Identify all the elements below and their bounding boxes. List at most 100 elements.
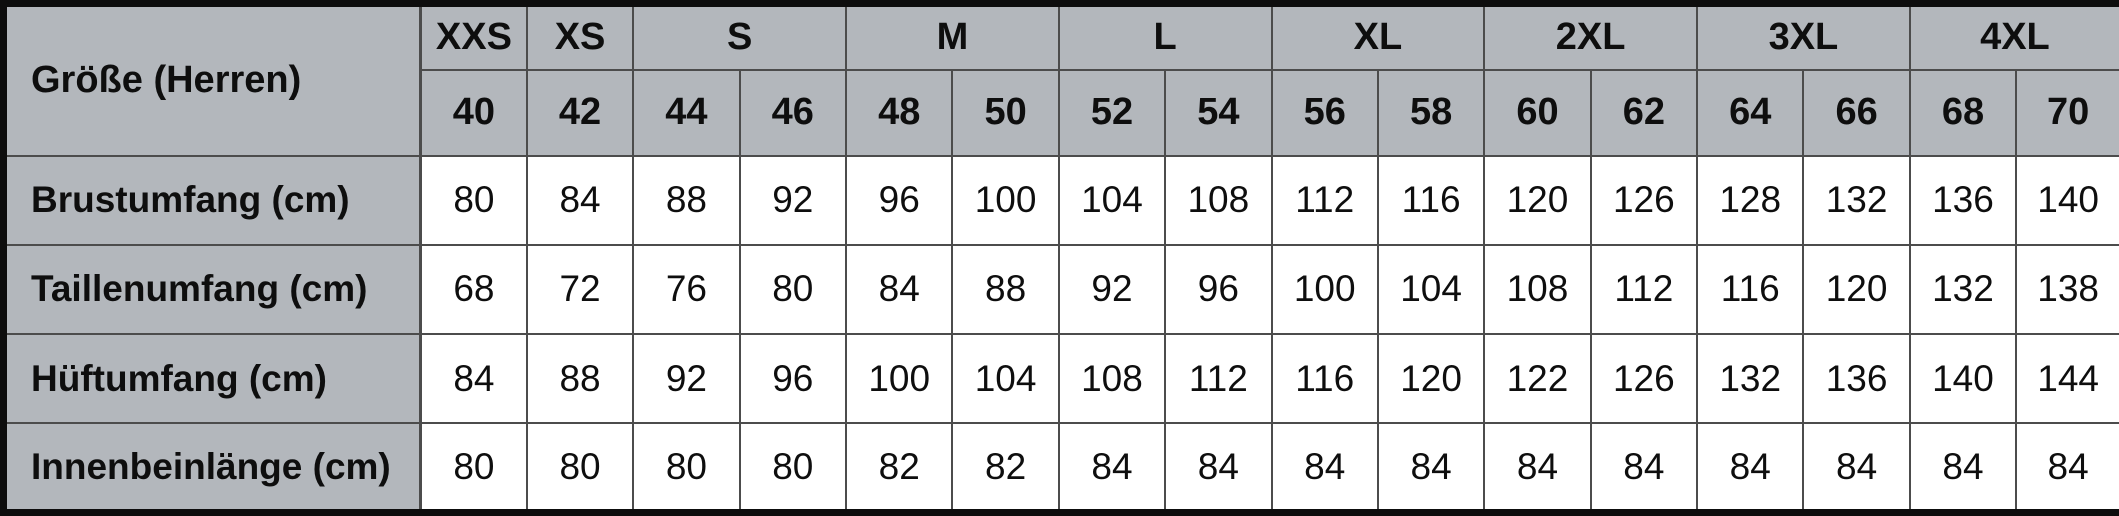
measurement-cell: 84 — [1376, 422, 1486, 514]
measurement-row: Hüftumfang (cm) 84 88 92 96 100 104 108 112 116 12… — [2, 332, 2119, 425]
measurement-cell: 96 — [738, 332, 848, 425]
measurement-cell: 80 — [738, 243, 848, 336]
measurement-cell: 112 — [1270, 154, 1379, 246]
measurement-cell: 140 — [1908, 332, 2018, 425]
measurement-cell: 92 — [632, 332, 741, 425]
measurement-cell: 108 — [1483, 243, 1592, 336]
measurement-cell: 126 — [1589, 154, 1699, 246]
measurement-cell: 120 — [1376, 332, 1486, 425]
row-label: Taillenumfang (cm) — [2, 243, 422, 336]
measurement-cell: 104 — [951, 332, 1060, 425]
numeric-size-66: 66 — [1802, 68, 1911, 157]
numeric-size-row: 40 42 44 46 48 50 52 54 56 58 60 62 64 66 68 70 — [4, 68, 2119, 157]
row-label: Hüftumfang (cm) — [2, 332, 422, 425]
measurement-cell: 84 — [1802, 422, 1911, 514]
size-group-m: M — [845, 2, 1060, 71]
numeric-size-50: 50 — [951, 68, 1060, 157]
corner-header-groesse-herren: Größe (Herren) — [2, 2, 422, 157]
measurement-row: Taillenumfang (cm) 68 72 76 80 84 88 92 96 100 104… — [2, 243, 2119, 336]
measurement-cell: 84 — [1270, 422, 1379, 514]
measurement-row: Brustumfang (cm) 80 84 88 92 96 100 104 108 112 11… — [2, 154, 2119, 246]
row-label: Brustumfang (cm) — [2, 154, 422, 246]
measurement-cell: 100 — [951, 154, 1060, 246]
numeric-size-48: 48 — [845, 68, 954, 157]
measurement-cell: 84 — [845, 243, 954, 336]
measurement-cell: 84 — [1057, 422, 1167, 514]
numeric-size-62: 62 — [1589, 68, 1699, 157]
numeric-size-60: 60 — [1483, 68, 1592, 157]
measurement-cell: 84 — [1589, 422, 1699, 514]
numeric-size-64: 64 — [1696, 68, 1805, 157]
measurement-cell: 136 — [1908, 154, 2018, 246]
numeric-size-58: 58 — [1376, 68, 1486, 157]
measurement-cell: 96 — [1164, 243, 1273, 336]
measurement-cell: 84 — [1164, 422, 1273, 514]
size-group-row: Größe (Herren) XXS XS S M L XL 2XL 3XL 4XL — [2, 2, 2119, 157]
measurement-cell: 96 — [845, 154, 954, 246]
size-table-body: Brustumfang (cm) 80 84 88 92 96 100 104 108 112 11… — [2, 154, 2119, 514]
size-group-l: L — [1057, 2, 1273, 71]
size-group-4xl: 4XL — [1908, 2, 2119, 71]
measurement-cell: 80 — [419, 154, 528, 246]
measurement-cell: 120 — [1802, 243, 1911, 336]
measurement-cell: 80 — [525, 422, 635, 514]
numeric-size-54: 54 — [1164, 68, 1273, 157]
measurement-cell: 136 — [1802, 332, 1911, 425]
measurement-cell: 132 — [1802, 154, 1911, 246]
measurement-cell: 84 — [525, 154, 635, 246]
measurement-cell: 132 — [1696, 332, 1805, 425]
size-group-2xl: 2XL — [1483, 2, 1699, 71]
measurement-cell: 104 — [1057, 154, 1167, 246]
measurement-cell: 132 — [1908, 243, 2018, 336]
measurement-cell: 84 — [419, 332, 528, 425]
size-group-xl: XL — [1270, 2, 1486, 71]
numeric-size-46: 46 — [738, 68, 848, 157]
numeric-size-70: 70 — [2015, 68, 2119, 157]
measurement-row: Innenbeinlänge (cm) 80 80 80 80 82 82 84 84 84 84 8… — [2, 422, 2119, 514]
measurement-cell: 82 — [951, 422, 1060, 514]
measurement-cell: 122 — [1483, 332, 1592, 425]
measurement-cell: 126 — [1589, 332, 1699, 425]
measurement-cell: 112 — [1164, 332, 1273, 425]
measurement-cell: 68 — [419, 243, 528, 336]
measurement-cell: 82 — [845, 422, 954, 514]
measurement-cell: 116 — [1270, 332, 1379, 425]
measurement-cell: 84 — [2015, 422, 2119, 514]
row-label: Innenbeinlänge (cm) — [2, 422, 422, 514]
size-table-header: Größe (Herren) XXS XS S M L XL 2XL 3XL 4XL 40 42 4… — [2, 2, 2119, 157]
measurement-cell: 128 — [1696, 154, 1805, 246]
measurement-cell: 104 — [1376, 243, 1486, 336]
numeric-size-42: 42 — [525, 68, 635, 157]
measurement-cell: 108 — [1057, 332, 1167, 425]
measurement-cell: 84 — [1908, 422, 2018, 514]
measurement-cell: 80 — [738, 422, 848, 514]
numeric-size-68: 68 — [1908, 68, 2018, 157]
measurement-cell: 88 — [525, 332, 635, 425]
measurement-cell: 112 — [1589, 243, 1699, 336]
size-group-xs: XS — [525, 2, 635, 71]
measurement-cell: 120 — [1483, 154, 1592, 246]
measurement-cell: 116 — [1696, 243, 1805, 336]
measurement-cell: 80 — [419, 422, 528, 514]
size-group-s: S — [632, 2, 848, 71]
measurement-cell: 92 — [1057, 243, 1167, 336]
measurement-cell: 108 — [1164, 154, 1273, 246]
numeric-size-40: 40 — [419, 68, 528, 157]
measurement-cell: 100 — [845, 332, 954, 425]
size-group-3xl: 3XL — [1696, 2, 1911, 71]
measurement-cell: 76 — [632, 243, 741, 336]
measurement-cell: 138 — [2015, 243, 2119, 336]
measurement-cell: 84 — [1696, 422, 1805, 514]
measurement-cell: 80 — [632, 422, 741, 514]
measurement-cell: 100 — [1270, 243, 1379, 336]
measurement-cell: 88 — [632, 154, 741, 246]
measurement-cell: 92 — [738, 154, 848, 246]
numeric-size-56: 56 — [1270, 68, 1379, 157]
measurement-cell: 144 — [2015, 332, 2119, 425]
numeric-size-44: 44 — [632, 68, 741, 157]
size-group-xxs: XXS — [419, 2, 528, 71]
measurement-cell: 72 — [525, 243, 635, 336]
measurement-cell: 88 — [951, 243, 1060, 336]
